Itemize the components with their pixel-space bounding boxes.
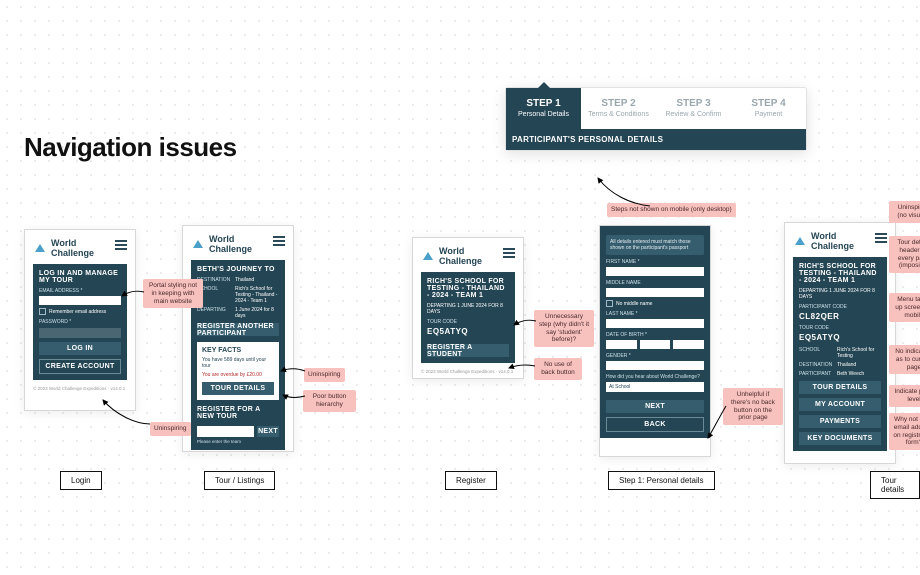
tour-details-mock: WorldChallenge RICH'S SCHOOL FOR TESTING…	[784, 222, 896, 464]
mock-label: Tour details	[870, 471, 920, 499]
next-button[interactable]: NEXT	[606, 400, 704, 413]
login-heading: LOG IN AND MANAGE MY TOUR	[39, 270, 121, 284]
hamburger-icon[interactable]	[273, 236, 285, 246]
first-name-input[interactable]	[606, 267, 704, 276]
nav-tour-details[interactable]: TOUR DETAILS	[799, 381, 881, 394]
gender-select[interactable]	[606, 361, 704, 370]
nav-key-documents[interactable]: KEY DOCUMENTS	[799, 432, 881, 445]
journey-heading: BETH'S JOURNEY TO	[197, 266, 279, 273]
password-input[interactable]	[39, 328, 121, 338]
hamburger-icon[interactable]	[503, 248, 515, 258]
register-another-button[interactable]: REGISTER ANOTHER PARTICIPANT	[197, 323, 279, 336]
personal-mock: All details entered must match those sho…	[599, 225, 711, 457]
annotation: No indication as to current page	[889, 345, 920, 374]
next-button[interactable]: NEXT	[257, 426, 279, 437]
no-middle-checkbox[interactable]	[606, 300, 613, 307]
dob-month[interactable]	[640, 340, 671, 349]
logo: WorldChallenge	[793, 231, 887, 251]
email-input[interactable]	[39, 296, 121, 305]
create-account-button[interactable]: CREATE ACCOUNT	[39, 359, 121, 374]
annotation: Why not have email address on registrati…	[889, 413, 920, 450]
tour-details-button[interactable]: TOUR DETAILS	[202, 382, 274, 395]
nav-payments[interactable]: PAYMENTS	[799, 415, 881, 428]
hear-about-select[interactable]: At School	[606, 382, 704, 392]
mock-label: Register	[445, 471, 497, 490]
annotation: Uninspiring	[304, 368, 345, 382]
step-3[interactable]: STEP 3Review & Confirm	[656, 88, 731, 129]
annotation: Tour details header on every page (impos…	[889, 236, 920, 273]
annotation: Indicate page level	[889, 385, 920, 407]
middle-name-input[interactable]	[606, 288, 704, 297]
annotation: Unnecessary step (why didn't it say 'stu…	[534, 310, 594, 347]
page-title: Navigation issues	[24, 132, 237, 163]
dob-day[interactable]	[606, 340, 637, 349]
back-button[interactable]: BACK	[606, 417, 704, 432]
logo: WorldChallenge	[33, 238, 127, 258]
tour-code-input[interactable]	[197, 426, 254, 437]
remember-checkbox[interactable]	[39, 308, 46, 315]
register-mock: WorldChallenge RICH'S SCHOOL FOR TESTING…	[412, 237, 524, 379]
annotation: Steps not shown on mobile (only desktop)	[607, 203, 736, 217]
login-mock: WorldChallenge LOG IN AND MANAGE MY TOUR…	[24, 229, 136, 411]
mock-label: Step 1: Personal details	[608, 471, 715, 490]
annotation: Uninspiring (no visuals)	[889, 201, 920, 223]
login-button[interactable]: LOG IN	[39, 342, 121, 355]
annotation: No use of back button	[534, 358, 582, 380]
logo: WorldChallenge	[421, 246, 515, 266]
nav-my-account[interactable]: MY ACCOUNT	[799, 398, 881, 411]
register-student-button[interactable]: REGISTER A STUDENT	[427, 344, 509, 357]
steps-subheader: PARTICIPANT'S PERSONAL DETAILS	[506, 129, 806, 150]
canvas: Navigation issues STEP 1Personal Details…	[0, 0, 920, 575]
annotation: Menu takes up screen on mobile	[889, 293, 920, 322]
mock-label: Login	[60, 471, 102, 490]
step-2[interactable]: STEP 2Terms & Conditions	[581, 88, 656, 129]
dob-year[interactable]	[673, 340, 704, 349]
step-4[interactable]: STEP 4Payment	[731, 88, 806, 129]
hamburger-icon[interactable]	[875, 233, 887, 243]
annotation: Poor button hierarchy	[303, 390, 356, 412]
last-name-input[interactable]	[606, 319, 704, 328]
mock-label: Tour / Listings	[204, 471, 275, 490]
tour-mock: WorldChallenge BETH'S JOURNEY TO DESTINA…	[182, 225, 294, 452]
annotation: Uninspiring	[150, 422, 191, 436]
footer-text: © 2023 World Challenge Expeditions · v14…	[33, 386, 127, 391]
annotation: Portal styling not in keeping with main …	[143, 279, 203, 308]
steps-card: STEP 1Personal Details STEP 2Terms & Con…	[505, 87, 807, 151]
hamburger-icon[interactable]	[115, 240, 127, 250]
step-1[interactable]: STEP 1Personal Details	[506, 88, 581, 129]
logo: WorldChallenge	[191, 234, 285, 254]
annotation: Unhelpful if there's no back button on t…	[723, 388, 783, 425]
